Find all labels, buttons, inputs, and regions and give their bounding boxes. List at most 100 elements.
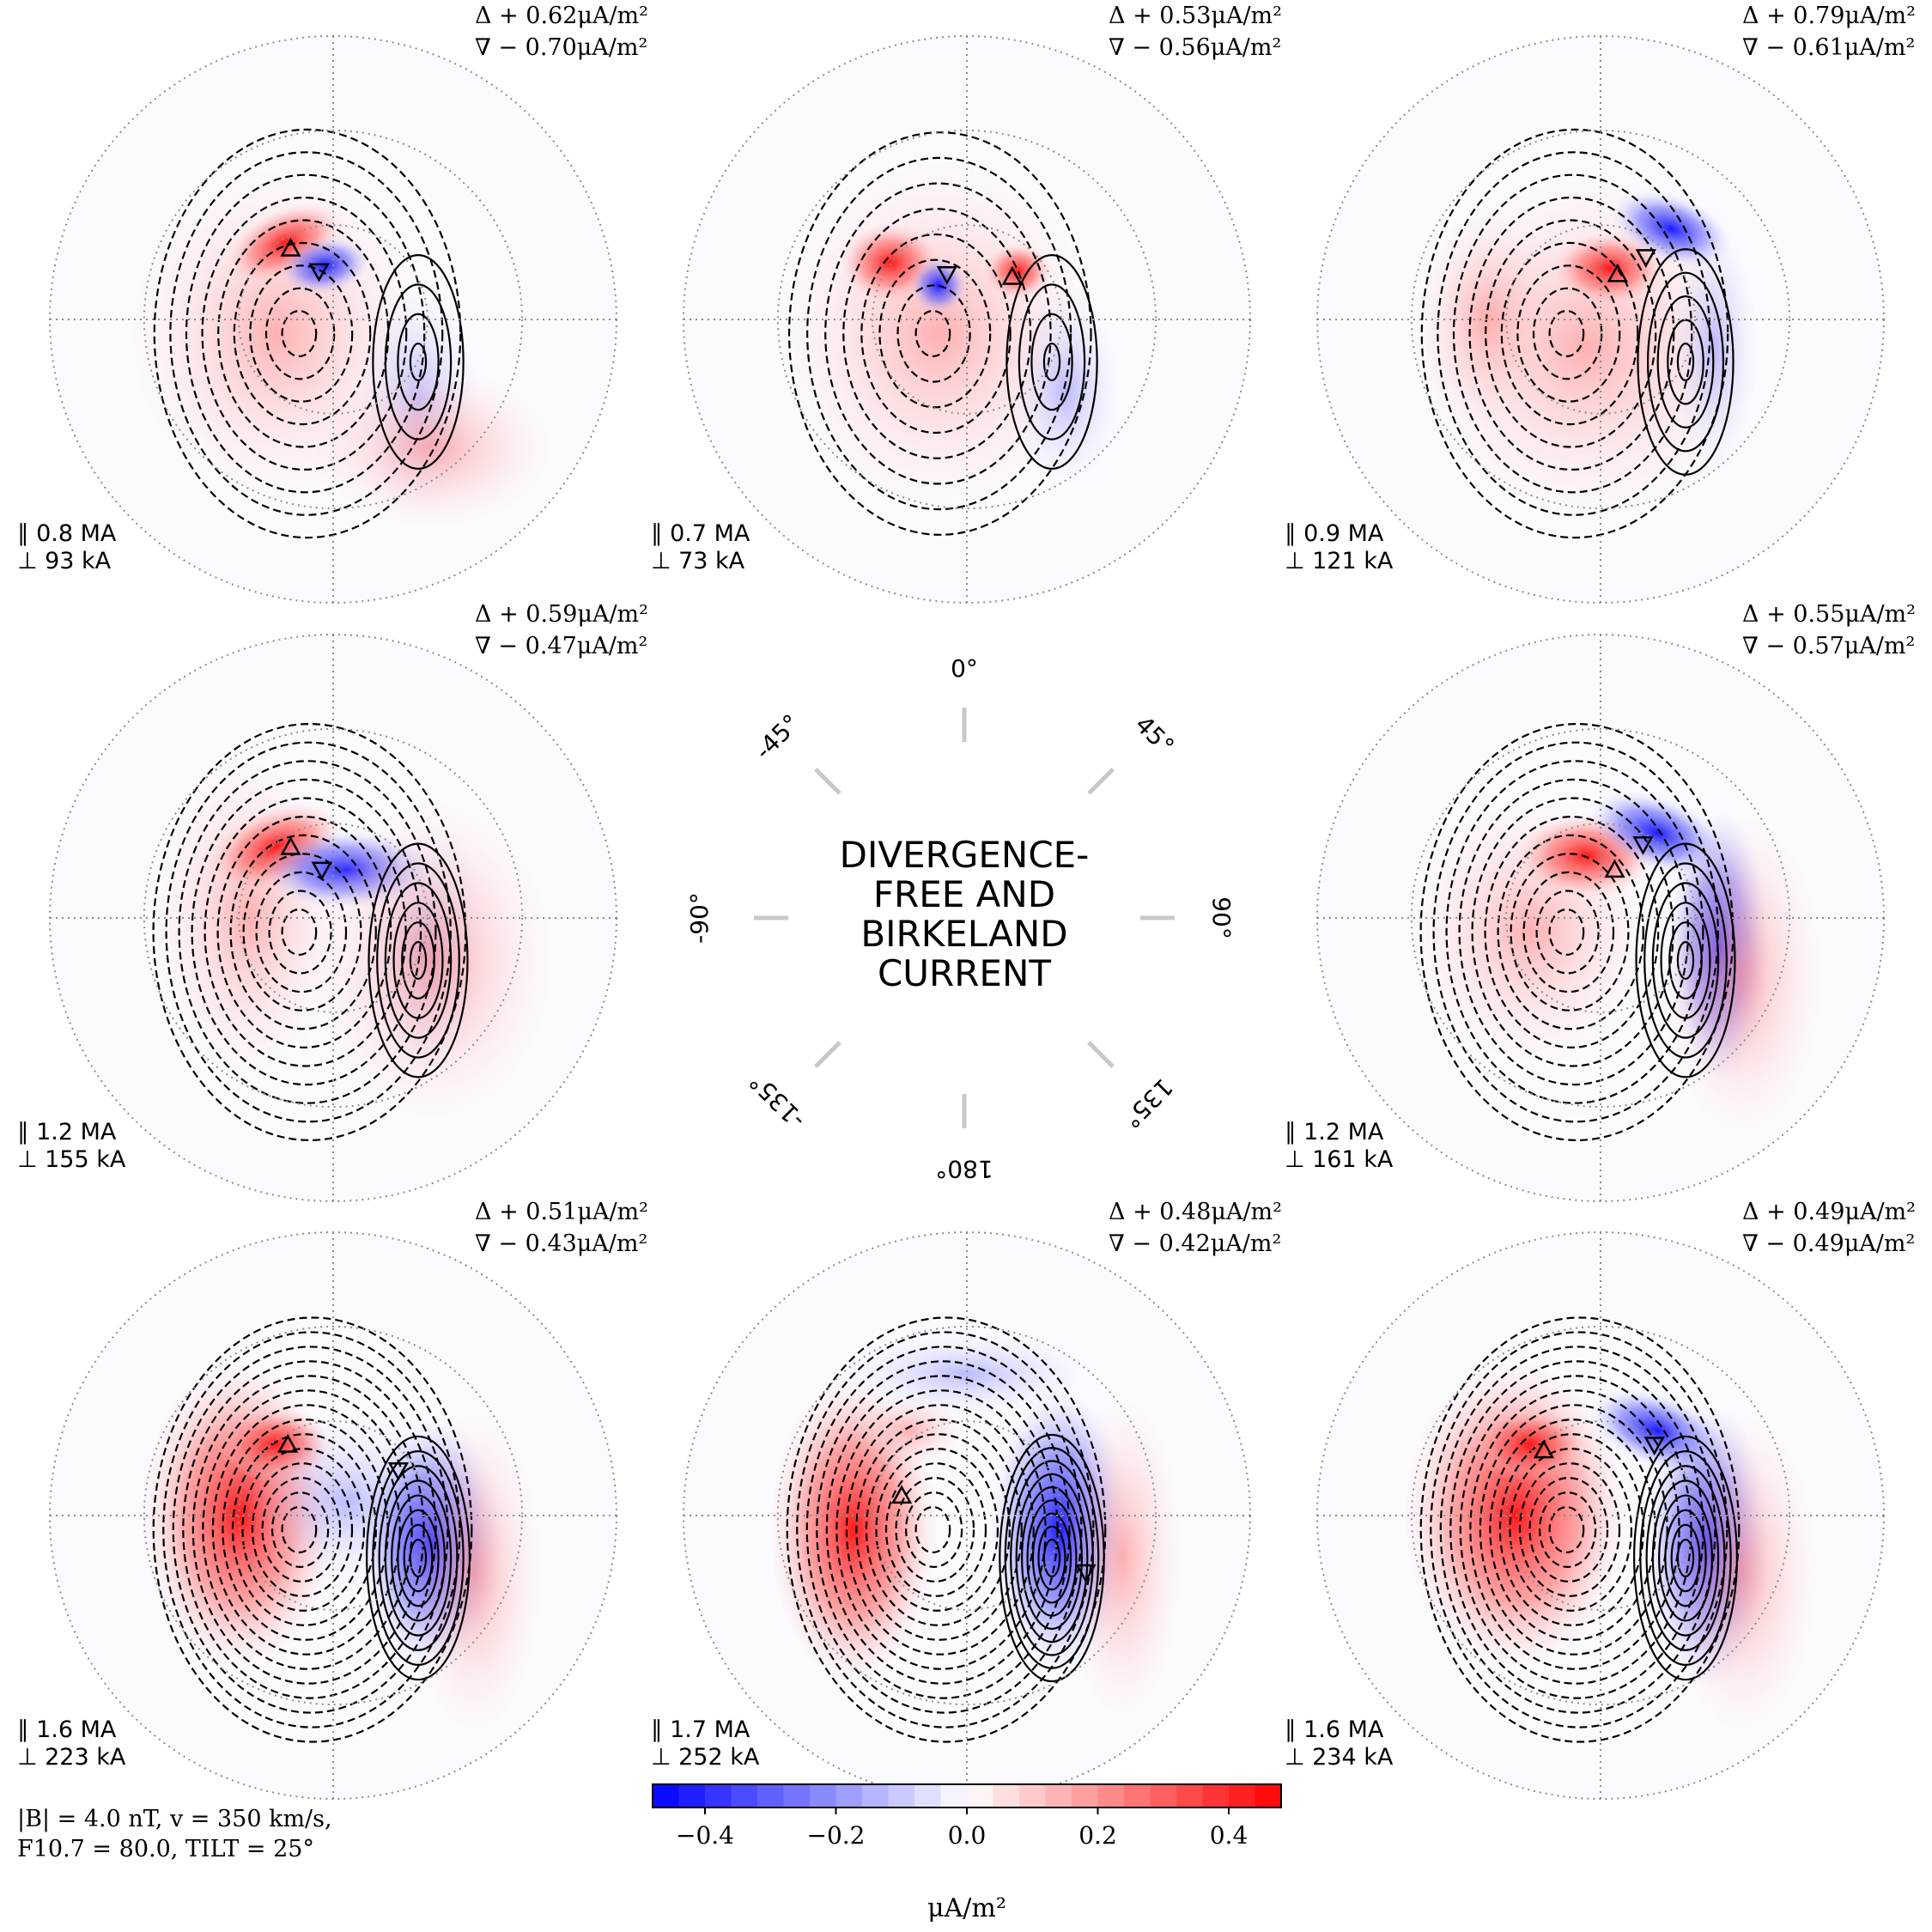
negative-contour bbox=[172, 1346, 449, 1714]
polar-panel: Δ + 0.48μA/m² ∇ − 0.42μA/m² ∥ 1.7 MA⊥ 252 … bbox=[651, 1199, 1282, 1800]
negative-contour bbox=[1485, 219, 1657, 448]
negative-contour bbox=[233, 241, 372, 426]
center-title-line-1: DIVERGENCE- bbox=[840, 834, 1090, 876]
colorbar-cell bbox=[914, 1784, 942, 1807]
colorbar-cell bbox=[731, 1784, 758, 1807]
positive-contour bbox=[1651, 882, 1720, 1039]
parallel-current-total: ∥ 0.9 MA bbox=[1285, 520, 1384, 547]
panels-group: Δ + 0.62μA/m² ∇ − 0.70μA/m² ∥ 0.8 MA⊥ 93 k… bbox=[17, 3, 1916, 1800]
polar-panel: Δ + 0.62μA/m² ∇ − 0.70μA/m² ∥ 0.8 MA⊥ 93 k… bbox=[17, 3, 648, 604]
negative-contour bbox=[1468, 197, 1675, 471]
negative-contour bbox=[261, 1477, 342, 1583]
negative-contour bbox=[845, 1404, 1035, 1656]
positive-contour bbox=[403, 1523, 434, 1593]
min-marker bbox=[1643, 1437, 1665, 1456]
positive-contour bbox=[368, 842, 469, 1078]
polar-panel: Δ + 0.79μA/m² ∇ − 0.61μA/m² ∥ 0.9 MA⊥ 121 … bbox=[1285, 3, 1916, 604]
negative-contour bbox=[914, 1505, 951, 1553]
positive-contour bbox=[1643, 862, 1728, 1059]
negative-contour bbox=[865, 1433, 1011, 1626]
positive-contour bbox=[1646, 271, 1725, 453]
colorbar-label: μA/m² bbox=[927, 1893, 1006, 1923]
colorbar-cell bbox=[1202, 1784, 1230, 1807]
negative-contour bbox=[1498, 1433, 1644, 1626]
max-marker bbox=[890, 1485, 913, 1504]
negative-contour bbox=[1535, 890, 1600, 975]
min-marker bbox=[1075, 1564, 1097, 1583]
polar-panel: Δ + 0.49μA/m² ∇ − 0.49μA/m² ∥ 1.6 MA⊥ 234 … bbox=[1285, 1199, 1916, 1800]
min-marker bbox=[311, 861, 332, 881]
direction-tick bbox=[813, 767, 841, 795]
max-current-label: Δ + 0.59μA/m² bbox=[475, 601, 648, 628]
negative-contour bbox=[1548, 908, 1585, 956]
max-current-label: Δ + 0.51μA/m² bbox=[475, 1199, 648, 1225]
colorbar-cell bbox=[940, 1784, 968, 1807]
polar-grid bbox=[1316, 1231, 1885, 1800]
positive-contour bbox=[384, 1479, 453, 1637]
direction-ticks bbox=[754, 708, 1175, 1128]
parallel-current-total: ∥ 1.2 MA bbox=[17, 1119, 117, 1145]
negative-contour bbox=[1479, 1404, 1668, 1656]
direction-tick bbox=[1087, 1041, 1115, 1069]
max-current-label: Δ + 0.55μA/m² bbox=[1742, 601, 1916, 628]
panel-field bbox=[50, 635, 617, 1201]
negative-contour bbox=[842, 208, 1032, 459]
colorbar-cell bbox=[1176, 1784, 1204, 1807]
current-region bbox=[1009, 291, 1123, 489]
positive-contour bbox=[1651, 1479, 1720, 1637]
colorbar-cell bbox=[1072, 1784, 1099, 1807]
min-marker bbox=[387, 1461, 410, 1481]
max-current-label: Δ + 0.48μA/m² bbox=[1109, 1199, 1282, 1225]
negative-contour bbox=[182, 1360, 437, 1699]
positive-contour bbox=[378, 1465, 459, 1651]
negative-contour bbox=[268, 890, 332, 975]
colorbar-cell bbox=[967, 1784, 994, 1807]
max-current-label: Δ + 0.53μA/m² bbox=[1109, 3, 1282, 29]
negative-contour bbox=[806, 156, 1072, 511]
positive-contour bbox=[384, 283, 453, 440]
perpendicular-current-total: ⊥ 223 kA bbox=[17, 1744, 126, 1771]
positive-contour bbox=[1021, 1485, 1083, 1631]
negative-contour bbox=[914, 310, 951, 358]
positive-contour bbox=[1031, 1512, 1072, 1604]
colorbar: −0.4 −0.2 0.0 0.2 0.4 μA/m² bbox=[652, 1783, 1282, 1923]
colorbar-cell bbox=[1019, 1784, 1047, 1807]
positive-contour bbox=[1676, 1538, 1695, 1578]
max-marker bbox=[1607, 263, 1628, 283]
parallel-current-total: ∥ 1.2 MA bbox=[1285, 1119, 1384, 1145]
negative-contour bbox=[1516, 264, 1621, 403]
positive-contour bbox=[409, 342, 428, 382]
positive-contour bbox=[1670, 1523, 1701, 1593]
negative-contour bbox=[211, 1404, 401, 1656]
negative-contour bbox=[1452, 173, 1693, 494]
colorbar-cell bbox=[1045, 1784, 1072, 1807]
colorbar-cell bbox=[653, 1784, 680, 1807]
colorbar-cell bbox=[1124, 1784, 1151, 1807]
colorbar-tick-label: −0.4 bbox=[676, 1821, 734, 1850]
perpendicular-current-total: ⊥ 252 kA bbox=[651, 1744, 760, 1771]
negative-contour bbox=[1509, 1448, 1633, 1612]
current-region bbox=[910, 257, 967, 314]
min-current-label: ∇ − 0.43μA/m² bbox=[475, 1230, 647, 1257]
parallel-current-total: ∥ 0.8 MA bbox=[17, 520, 117, 547]
colorbar-tick-label: −0.2 bbox=[807, 1821, 866, 1850]
polar-grid bbox=[49, 634, 617, 1202]
direction-label-180: 180° bbox=[935, 1155, 993, 1183]
min-marker bbox=[1635, 249, 1656, 268]
negative-contour bbox=[165, 741, 452, 1123]
direction-label-0: 0° bbox=[951, 654, 978, 683]
parallel-current-total: ∥ 1.6 MA bbox=[17, 1716, 117, 1743]
positive-contour bbox=[1664, 1509, 1707, 1607]
positive-contour bbox=[1004, 1447, 1100, 1669]
perpendicular-current-total: ⊥ 234 kA bbox=[1285, 1744, 1394, 1771]
negative-contour bbox=[251, 1462, 354, 1597]
perpendicular-current-total: ⊥ 121 kA bbox=[1285, 548, 1394, 574]
colorbar-tick-label: 0.4 bbox=[1210, 1821, 1249, 1850]
negative-contour bbox=[201, 197, 408, 471]
negative-contour bbox=[1420, 128, 1729, 539]
colorbar-cell bbox=[862, 1784, 890, 1807]
negative-contour bbox=[787, 131, 1092, 536]
max-marker bbox=[1001, 265, 1023, 285]
negative-contour bbox=[896, 284, 971, 383]
